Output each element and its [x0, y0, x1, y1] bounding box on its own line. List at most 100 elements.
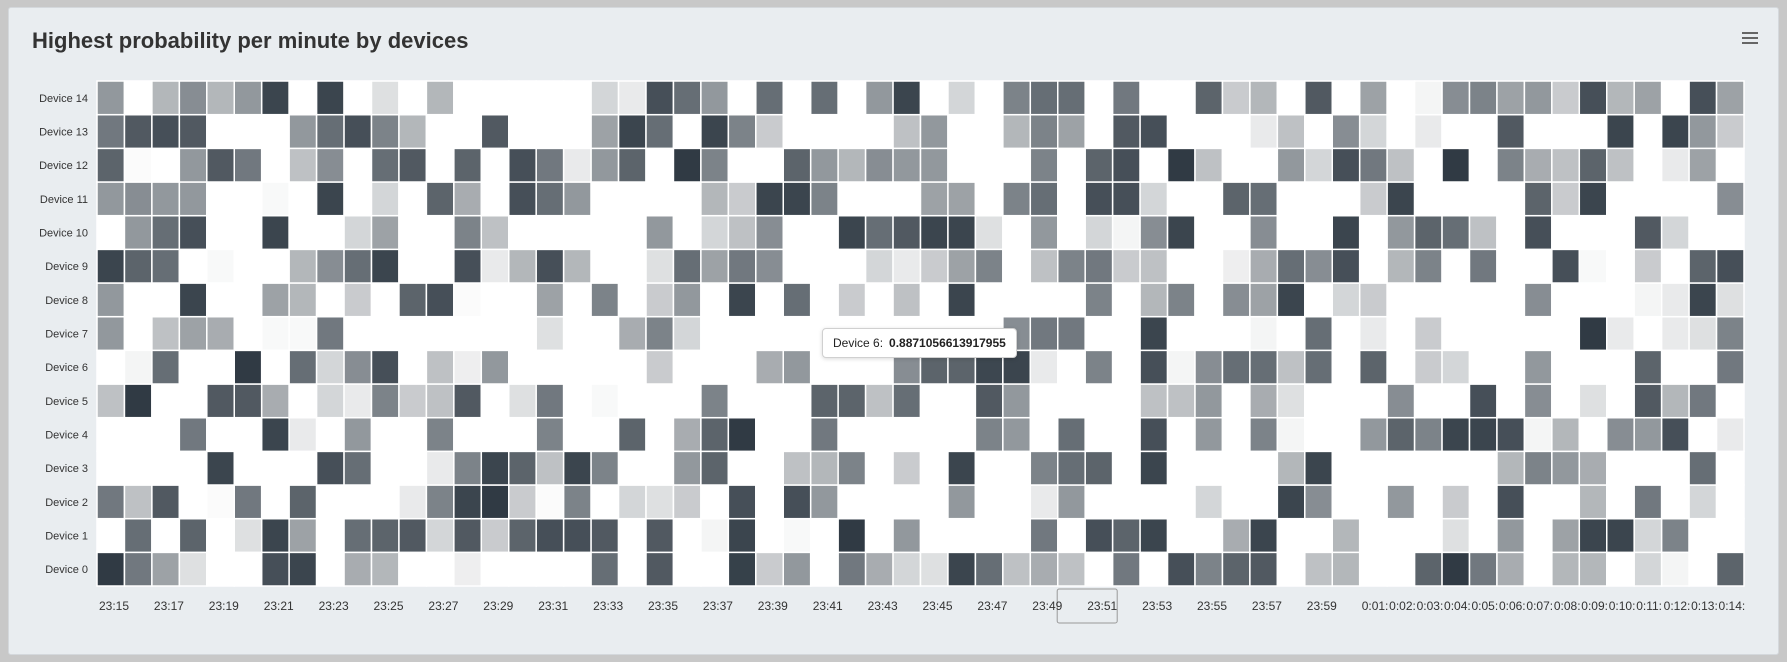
heatmap-cell[interactable]	[1111, 551, 1141, 587]
heatmap-cell[interactable]	[1194, 484, 1224, 520]
heatmap-cell[interactable]	[782, 282, 812, 318]
heatmap-cell[interactable]	[1111, 147, 1141, 183]
heatmap-cell[interactable]	[1002, 147, 1032, 183]
heatmap-cell[interactable]	[1441, 450, 1471, 486]
heatmap-cell[interactable]	[837, 383, 867, 419]
heatmap-cell[interactable]	[288, 181, 318, 217]
heatmap-cell[interactable]	[1633, 484, 1663, 520]
heatmap-cell[interactable]	[727, 517, 757, 554]
heatmap-cell[interactable]	[260, 551, 290, 587]
heatmap-cell[interactable]	[1111, 349, 1141, 385]
heatmap-cell[interactable]	[1304, 181, 1334, 217]
heatmap-cell[interactable]	[315, 113, 345, 150]
heatmap-cell[interactable]	[315, 551, 345, 587]
heatmap-cell[interactable]	[453, 416, 483, 453]
heatmap-cell[interactable]	[343, 113, 373, 150]
heatmap-cell[interactable]	[645, 214, 675, 251]
heatmap-cell[interactable]	[1249, 113, 1279, 150]
heatmap-cell[interactable]	[727, 450, 757, 486]
heatmap-cell[interactable]	[1633, 282, 1663, 318]
heatmap-cell[interactable]	[1194, 551, 1224, 587]
heatmap-cell[interactable]	[590, 282, 620, 318]
heatmap-cell[interactable]	[837, 147, 867, 183]
heatmap-cell[interactable]	[425, 181, 455, 217]
heatmap-cell[interactable]	[782, 248, 812, 284]
heatmap-cell[interactable]	[260, 80, 290, 116]
heatmap-cell[interactable]	[755, 282, 784, 318]
heatmap-cell[interactable]	[1139, 214, 1169, 251]
heatmap-cell[interactable]	[1029, 383, 1059, 419]
heatmap-cell[interactable]	[1057, 383, 1086, 419]
heatmap-cell[interactable]	[919, 416, 949, 453]
heatmap-cell[interactable]	[617, 315, 647, 352]
heatmap-cell[interactable]	[645, 315, 675, 352]
heatmap-cell[interactable]	[727, 214, 757, 251]
heatmap-cell[interactable]	[233, 315, 263, 352]
heatmap-cell[interactable]	[1633, 248, 1663, 284]
heatmap-cell[interactable]	[343, 383, 373, 419]
heatmap-cell[interactable]	[837, 181, 867, 217]
heatmap-cell[interactable]	[233, 551, 263, 587]
heatmap-cell[interactable]	[864, 551, 894, 587]
heatmap-cell[interactable]	[425, 416, 455, 453]
heatmap-cell[interactable]	[1084, 181, 1114, 217]
heatmap-cell[interactable]	[1194, 315, 1224, 352]
heatmap-cell[interactable]	[343, 551, 373, 587]
heatmap-cell[interactable]	[974, 80, 1004, 116]
heatmap-cell[interactable]	[1551, 248, 1581, 284]
heatmap-cell[interactable]	[892, 248, 922, 284]
heatmap-cell[interactable]	[947, 113, 977, 150]
heatmap-cell[interactable]	[1194, 517, 1224, 554]
heatmap-cell[interactable]	[1578, 517, 1608, 554]
heatmap-cell[interactable]	[370, 484, 400, 520]
heatmap-cell[interactable]	[260, 214, 290, 251]
heatmap-cell[interactable]	[453, 349, 483, 385]
heatmap-cell[interactable]	[206, 551, 236, 587]
heatmap-cell[interactable]	[1496, 551, 1526, 587]
heatmap-cell[interactable]	[535, 484, 565, 520]
heatmap-cell[interactable]	[919, 450, 949, 486]
heatmap-cell[interactable]	[1496, 517, 1526, 554]
heatmap-cell[interactable]	[1002, 214, 1032, 251]
heatmap-cell[interactable]	[1304, 147, 1334, 183]
heatmap-cell[interactable]	[1139, 551, 1169, 587]
heatmap-cell[interactable]	[1386, 147, 1416, 183]
heatmap-cell[interactable]	[1029, 416, 1059, 453]
heatmap-cell[interactable]	[1276, 517, 1306, 554]
heatmap-cell[interactable]	[590, 248, 620, 284]
heatmap-cell[interactable]	[178, 383, 208, 419]
heatmap-cell[interactable]	[1139, 383, 1169, 419]
heatmap-cell[interactable]	[1221, 450, 1251, 486]
heatmap-cell[interactable]	[562, 181, 592, 217]
heatmap-cell[interactable]	[837, 113, 867, 150]
heatmap-cell[interactable]	[96, 551, 126, 587]
heatmap-cell[interactable]	[1468, 484, 1498, 520]
heatmap-cell[interactable]	[343, 214, 373, 251]
heatmap-cell[interactable]	[837, 214, 867, 251]
heatmap-cell[interactable]	[260, 113, 290, 150]
heatmap-cell[interactable]	[1551, 349, 1581, 385]
heatmap-cell[interactable]	[590, 484, 620, 520]
heatmap-cell[interactable]	[1551, 113, 1581, 150]
heatmap-cell[interactable]	[1606, 147, 1635, 183]
heatmap-cell[interactable]	[1111, 282, 1141, 318]
heatmap-cell[interactable]	[947, 147, 977, 183]
heatmap-cell[interactable]	[151, 282, 181, 318]
heatmap-cell[interactable]	[1468, 248, 1498, 284]
heatmap-cell[interactable]	[1606, 248, 1635, 284]
heatmap-cell[interactable]	[700, 383, 730, 419]
heatmap-cell[interactable]	[1688, 517, 1718, 554]
heatmap-cell[interactable]	[425, 383, 455, 419]
heatmap-cell[interactable]	[1249, 214, 1279, 251]
heatmap-cell[interactable]	[892, 181, 922, 217]
heatmap-cell[interactable]	[974, 517, 1004, 554]
heatmap-cell[interactable]	[233, 80, 263, 116]
heatmap-cell[interactable]	[1715, 349, 1745, 385]
heatmap-cell[interactable]	[1304, 113, 1334, 150]
heatmap-cell[interactable]	[1304, 551, 1334, 587]
heatmap-cell[interactable]	[1166, 80, 1196, 116]
heatmap-cell[interactable]	[1688, 315, 1718, 352]
heatmap-cell[interactable]	[809, 214, 839, 251]
heatmap-cell[interactable]	[1221, 248, 1251, 284]
heatmap-cell[interactable]	[123, 181, 153, 217]
